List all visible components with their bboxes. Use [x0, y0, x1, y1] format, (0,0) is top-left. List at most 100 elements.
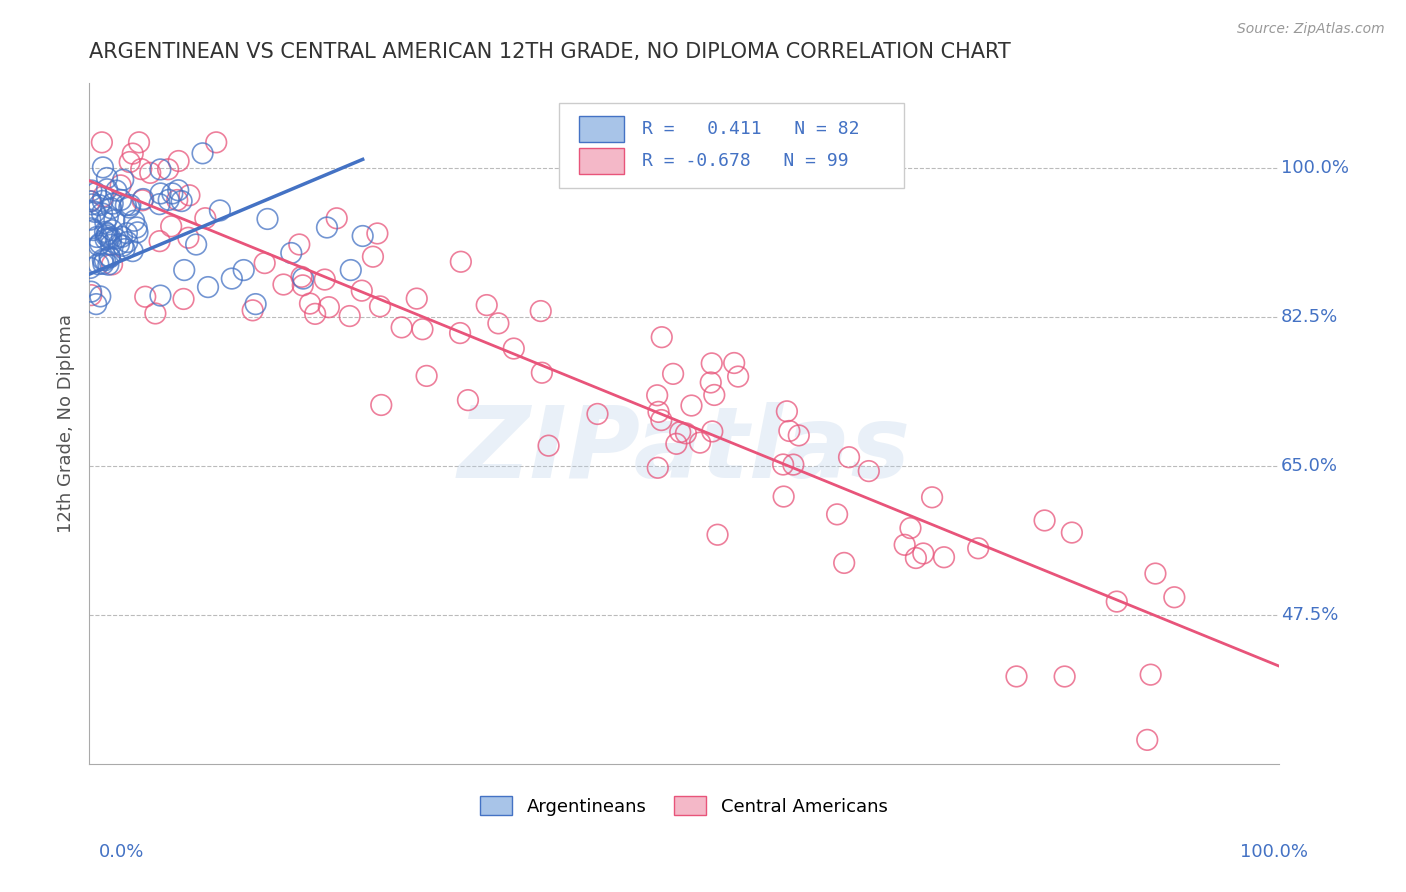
Point	[84, 186, 107, 200]
Point	[173, 292, 195, 306]
Point	[114, 198, 136, 212]
Point	[1144, 566, 1167, 581]
Point	[100, 201, 122, 215]
Point	[350, 284, 373, 298]
Point	[1105, 594, 1128, 608]
Point	[80, 197, 103, 211]
Point	[316, 220, 339, 235]
Point	[148, 197, 170, 211]
Point	[94, 216, 117, 230]
FancyBboxPatch shape	[560, 103, 904, 188]
Point	[689, 435, 711, 450]
Point	[647, 405, 669, 419]
Point	[118, 201, 141, 215]
Point	[167, 183, 190, 197]
Point	[112, 172, 135, 186]
Point	[537, 439, 560, 453]
Point	[89, 198, 111, 212]
Text: 65.0%: 65.0%	[1281, 457, 1339, 475]
Point	[675, 426, 697, 441]
Point	[100, 231, 122, 245]
Point	[405, 292, 427, 306]
Point	[325, 211, 347, 226]
Point	[921, 491, 943, 505]
Point	[651, 330, 673, 344]
Y-axis label: 12th Grade, No Diploma: 12th Grade, No Diploma	[58, 314, 75, 533]
Point	[145, 306, 167, 320]
Point	[139, 166, 162, 180]
Point	[149, 162, 172, 177]
Point	[665, 437, 688, 451]
Point	[304, 307, 326, 321]
Point	[339, 263, 361, 277]
Point	[96, 182, 118, 196]
Point	[94, 225, 117, 239]
Text: R = -0.678   N = 99: R = -0.678 N = 99	[643, 152, 849, 170]
Point	[723, 356, 745, 370]
Point	[782, 458, 804, 472]
Point	[87, 257, 110, 271]
Point	[96, 228, 118, 243]
Point	[96, 227, 118, 241]
Point	[298, 296, 321, 310]
FancyBboxPatch shape	[579, 116, 624, 142]
Point	[110, 193, 132, 207]
Point	[932, 550, 955, 565]
Point	[167, 154, 190, 169]
Point	[131, 194, 153, 208]
Point	[669, 425, 692, 439]
Point	[80, 221, 103, 235]
Point	[703, 388, 725, 402]
Point	[79, 212, 101, 227]
Point	[1163, 591, 1185, 605]
Point	[245, 297, 267, 311]
Point	[900, 521, 922, 535]
Text: 100.0%: 100.0%	[1281, 159, 1348, 177]
Point	[80, 285, 103, 299]
Point	[89, 289, 111, 303]
Point	[904, 551, 927, 566]
Point	[197, 280, 219, 294]
Point	[1053, 669, 1076, 683]
Point	[647, 460, 669, 475]
Point	[253, 256, 276, 270]
Point	[1139, 667, 1161, 681]
Point	[291, 278, 314, 293]
Point	[290, 269, 312, 284]
Text: 0.0%: 0.0%	[98, 843, 143, 861]
Text: 47.5%: 47.5%	[1281, 606, 1339, 624]
Point	[366, 227, 388, 241]
Point	[132, 192, 155, 206]
Text: Source: ZipAtlas.com: Source: ZipAtlas.com	[1237, 22, 1385, 37]
Point	[232, 263, 254, 277]
Point	[105, 184, 128, 198]
Point	[370, 398, 392, 412]
Point	[149, 234, 172, 248]
Point	[121, 146, 143, 161]
Point	[449, 326, 471, 340]
Point	[681, 399, 703, 413]
Point	[457, 393, 479, 408]
Point	[127, 225, 149, 239]
Point	[90, 136, 112, 150]
Point	[84, 297, 107, 311]
Point	[273, 277, 295, 292]
Point	[97, 258, 120, 272]
Point	[205, 136, 228, 150]
Point	[91, 206, 114, 220]
Point	[772, 458, 794, 472]
Point	[98, 250, 121, 264]
Point	[103, 213, 125, 227]
Point	[82, 223, 104, 237]
Point	[411, 322, 433, 336]
Point	[530, 366, 553, 380]
Point	[391, 320, 413, 334]
Text: R =   0.411   N = 82: R = 0.411 N = 82	[643, 120, 859, 138]
Point	[96, 171, 118, 186]
Point	[314, 272, 336, 286]
Point	[111, 239, 134, 253]
Point	[242, 303, 264, 318]
Point	[122, 214, 145, 228]
Point	[91, 257, 114, 271]
Point	[352, 229, 374, 244]
